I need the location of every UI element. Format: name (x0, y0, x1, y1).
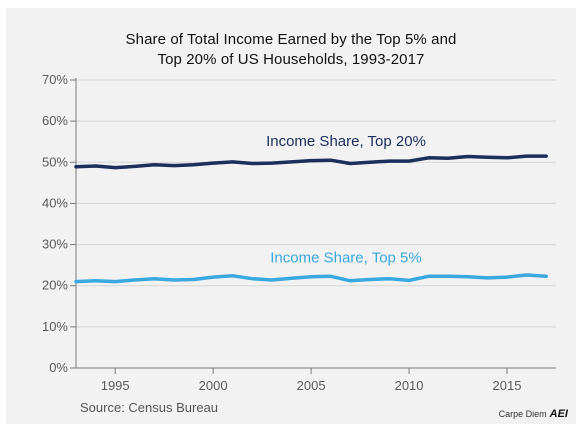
axes: 0% 10% 20% 30% 40% 50% 60% 70% 1995 2000 2005 2010 2… (42, 72, 556, 393)
brand-text: Carpe Diem (498, 409, 547, 419)
chart-title-line-2: Top 20% of US Households, 1993-2017 (157, 51, 425, 68)
series-label-top-5: Income Share, Top 5% (270, 249, 421, 266)
x-tick-label: 2010 (395, 378, 424, 393)
series-line-top-20 (74, 154, 548, 170)
y-tick-label: 50% (42, 154, 68, 169)
brand-mark: Carpe Diem AEI (499, 408, 568, 420)
x-tick-label: 1995 (101, 378, 130, 393)
y-tick-label: 30% (42, 237, 68, 252)
x-tick-label: 2000 (199, 378, 228, 393)
series-labels: Income Share, Top 20% Income Share, Top 5… (266, 133, 426, 267)
chart-title-line-1: Share of Total Income Earned by the Top … (125, 31, 457, 48)
series-label-top-20: Income Share, Top 20% (266, 133, 426, 150)
series-lines (74, 154, 548, 284)
series-line-top-5 (74, 273, 548, 284)
x-tick-label: 2015 (493, 378, 522, 393)
chart-title: Share of Total Income Earned by the Top … (0, 30, 582, 70)
y-tick-label: 40% (42, 195, 68, 210)
chart-panel (6, 8, 576, 424)
source-note: Source: Census Bureau (80, 400, 219, 415)
y-tick-label: 0% (49, 360, 68, 375)
aei-logo: AEI (549, 408, 568, 420)
gridlines (76, 79, 556, 328)
y-tick-label: 10% (42, 319, 68, 334)
y-tick-label: 70% (42, 72, 68, 87)
y-tick-label: 60% (42, 113, 68, 128)
y-tick-label: 20% (42, 278, 68, 293)
x-tick-label: 2005 (297, 378, 326, 393)
